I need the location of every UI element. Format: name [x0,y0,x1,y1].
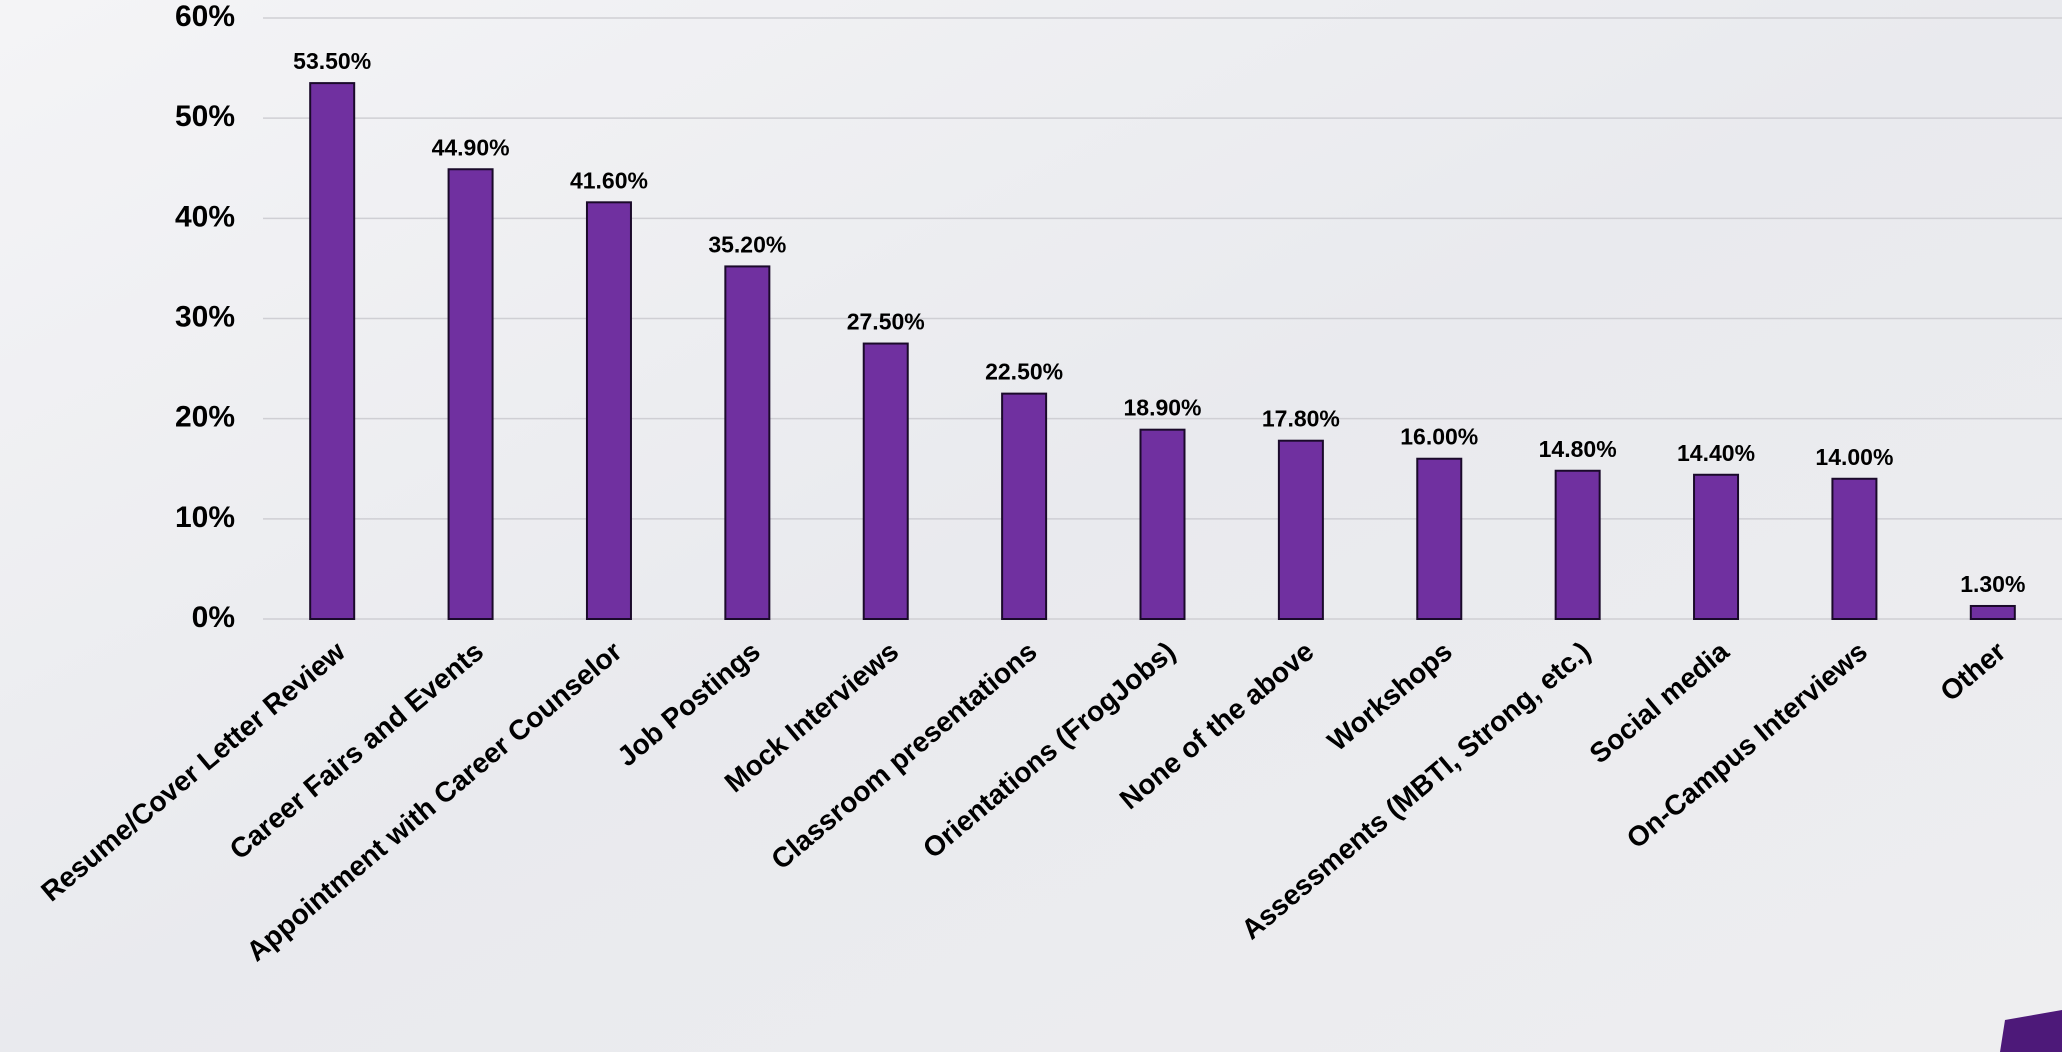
bar [1971,606,2015,619]
bar [310,83,354,619]
value-label: 44.90% [432,134,510,160]
y-tick-label: 20% [175,401,235,434]
bar [1141,430,1185,619]
value-label: 53.50% [293,48,371,74]
bar [449,169,493,619]
y-tick-label: 30% [175,300,235,333]
y-tick-label: 40% [175,200,235,233]
y-tick-label: 50% [175,100,235,133]
y-tick-label: 0% [192,601,235,634]
bar [1417,459,1461,619]
value-label: 16.00% [1400,424,1478,450]
value-label: 22.50% [985,359,1063,385]
y-tick-label: 10% [175,501,235,534]
bar [725,266,769,619]
bar [1832,479,1876,619]
value-label: 17.80% [1262,406,1340,432]
bar [587,202,631,619]
y-tick-label: 60% [175,0,235,33]
value-label: 14.40% [1677,440,1755,466]
bar [1694,475,1738,619]
bar [1002,394,1046,619]
value-label: 18.90% [1123,395,1201,421]
value-label: 14.00% [1815,444,1893,470]
value-label: 41.60% [570,167,648,193]
value-label: 1.30% [1960,571,2025,597]
chart: 0%10%20%30%40%50%60%53.50%Resume/Cover L… [0,0,2062,1052]
bar [1279,441,1323,619]
value-label: 35.20% [708,231,786,257]
value-label: 14.80% [1539,436,1617,462]
value-label: 27.50% [847,309,925,335]
bar [864,344,908,619]
bar [1556,471,1600,619]
